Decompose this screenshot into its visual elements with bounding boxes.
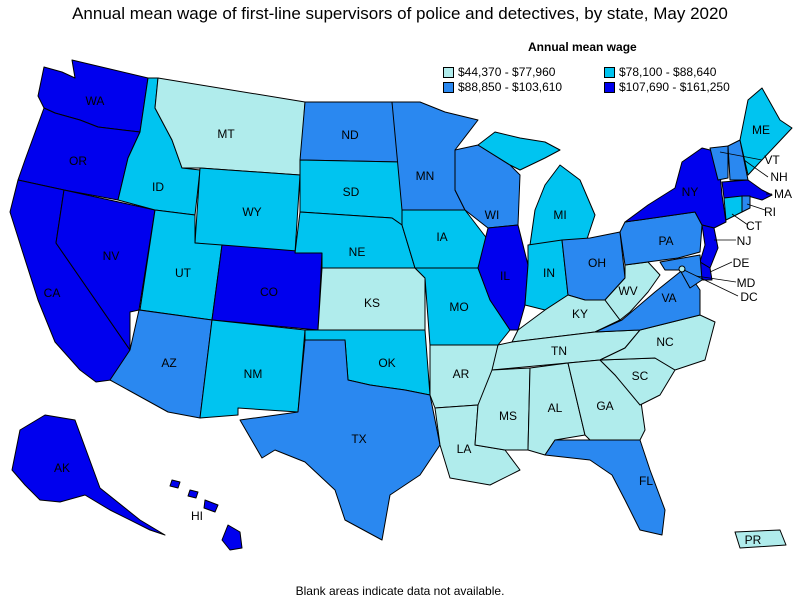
state-VT[interactable] [709,145,729,181]
state-label-WY: WY [242,205,261,219]
state-label-AL: AL [548,401,563,415]
state-label-CT: CT [746,219,763,233]
state-label-OR: OR [69,154,87,168]
legend-item-bin-4: $107,690 - $161,250 [604,80,730,94]
state-MI-upper[interactable] [477,131,561,171]
state-label-AZ: AZ [161,356,176,370]
state-label-NH: NH [770,170,787,184]
state-label-SD: SD [343,185,360,199]
map-title: Annual mean wage of first-line superviso… [72,4,728,23]
footnote: Blank areas indicate data not available. [295,584,505,598]
state-label-IL: IL [500,269,510,283]
state-label-TX: TX [351,432,366,446]
state-label-SC: SC [632,369,649,383]
state-label-MT: MT [217,127,235,141]
state-label-NY: NY [682,185,699,199]
state-label-ND: ND [341,128,359,142]
legend-item-bin-1: $44,370 - $77,960 [443,65,555,79]
state-label-KY: KY [572,307,588,321]
state-label-VT: VT [764,153,780,167]
state-label-FL: FL [639,474,653,488]
legend-label: $107,690 - $161,250 [619,80,730,94]
state-label-OH: OH [588,256,606,270]
state-label-KS: KS [364,296,380,310]
legend-swatch [443,66,454,78]
state-label-OK: OK [378,356,395,370]
state-label-TN: TN [551,344,567,358]
state-label-NC: NC [656,335,674,349]
state-label-MD: MD [737,276,756,290]
leader-line [709,261,733,273]
state-label-AK: AK [54,461,70,475]
state-label-CA: CA [44,286,61,300]
leader-line [683,269,739,297]
state-label-PR: PR [745,533,762,547]
state-HI-maui[interactable] [203,499,219,513]
state-label-VA: VA [661,291,676,305]
state-DC[interactable] [678,265,686,273]
state-label-MN: MN [416,169,435,183]
leader-line [731,213,749,226]
state-RI[interactable] [741,195,751,213]
state-ME[interactable] [739,87,793,176]
legend-swatch [604,66,615,78]
state-TX[interactable] [239,339,441,541]
state-label-WA: WA [86,94,105,108]
state-label-IA: IA [436,230,447,244]
state-HI-kauai[interactable] [169,479,181,489]
state-NJ[interactable] [699,224,719,269]
state-HI-oahu[interactable] [187,489,199,499]
leader-line [746,203,766,211]
legend-label: $44,370 - $77,960 [458,65,556,79]
state-label-MS: MS [499,409,517,423]
state-label-NV: NV [103,249,120,263]
state-label-UT: UT [175,266,192,280]
state-label-MI: MI [553,208,566,222]
state-label-GA: GA [596,399,613,413]
state-label-HI: HI [191,509,203,523]
state-label-WI: WI [485,208,500,222]
state-KS[interactable] [317,267,426,331]
legend-label: $78,100 - $88,640 [619,65,717,79]
state-WV[interactable] [604,261,661,321]
legend-title: Annual mean wage [528,40,637,54]
legend-item-bin-2: $78,100 - $88,640 [604,65,716,79]
legend-swatch [604,81,615,93]
state-MI[interactable] [529,164,596,246]
state-label-CO: CO [260,285,278,299]
state-label-WV: WV [618,284,637,298]
state-CT[interactable] [723,195,743,221]
state-label-IN: IN [543,266,555,280]
state-HI-big[interactable] [221,524,243,551]
leader-line [719,151,763,161]
state-label-DC: DC [740,290,758,304]
state-label-MA: MA [774,187,792,201]
state-label-ME: ME [752,123,770,137]
state-label-NJ: NJ [737,234,752,248]
state-PR[interactable] [734,529,787,549]
legend-item-bin-3: $88,850 - $103,610 [443,80,562,94]
legend-swatch [443,81,454,93]
state-label-ID: ID [152,180,164,194]
state-label-LA: LA [457,442,472,456]
state-label-MO: MO [449,300,468,314]
state-label-NM: NM [244,367,263,381]
state-label-RI: RI [764,205,776,219]
state-FL[interactable] [544,439,666,536]
state-label-NE: NE [349,245,366,259]
leader-line [695,275,737,283]
legend-label: $88,850 - $103,610 [458,80,563,94]
leader-line [743,159,769,178]
state-AK[interactable] [11,414,166,536]
state-label-AR: AR [453,367,470,381]
state-label-DE: DE [733,256,750,270]
state-label-PA: PA [658,234,673,248]
state-ID[interactable] [117,77,201,216]
